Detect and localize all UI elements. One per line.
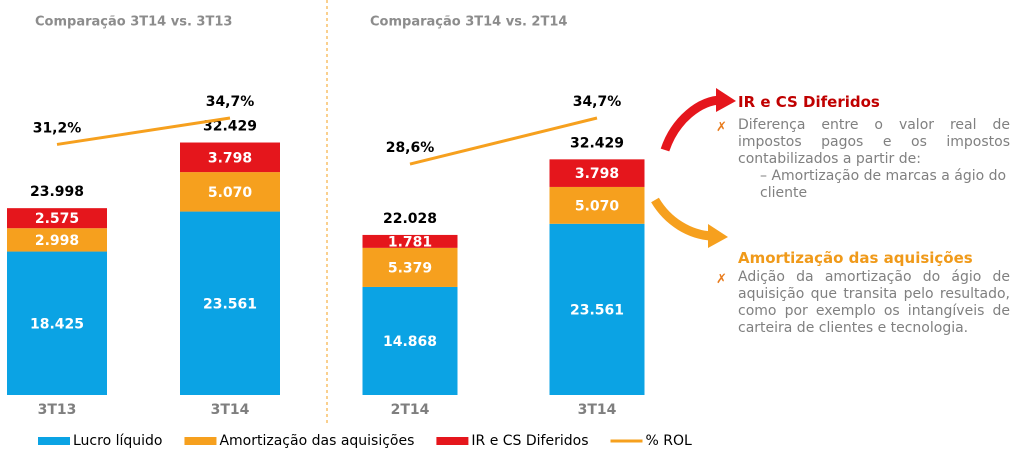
note-body: Adição da amortização do ágio de aquisiç… — [738, 269, 1010, 336]
arrow-head — [708, 224, 728, 248]
data-label: 23.561 — [203, 296, 257, 312]
x-tick-label: 2T14 — [391, 402, 430, 418]
line-label: 34,7% — [573, 94, 622, 110]
bar-segment — [7, 251, 107, 395]
bar-segment — [549, 186, 645, 224]
line — [56, 116, 231, 146]
line-label: 34,7% — [206, 94, 255, 110]
arrow-head — [716, 88, 736, 112]
total-label: 32.429 — [203, 119, 257, 135]
chart-title: Comparação 3T14 vs. 3T13 — [35, 15, 232, 30]
legend-label: Amortização das aquisições — [219, 433, 414, 449]
legend-label: Lucro líquido — [73, 433, 162, 449]
x-tick-label: 3T13 — [38, 402, 77, 418]
data-label: 2.575 — [35, 211, 79, 227]
data-label: 5.379 — [388, 260, 432, 276]
note-sub: – Amortização de marcas a ágio do client… — [760, 168, 1007, 201]
data-label: 5.070 — [208, 185, 253, 201]
x-tick-label: 3T14 — [211, 402, 250, 418]
bar-segment — [7, 208, 107, 229]
note-heading: Amortização das aquisições — [738, 249, 973, 267]
bar-segment — [7, 228, 107, 252]
data-label: 18.425 — [30, 316, 84, 332]
legend-swatch — [436, 437, 469, 445]
arrow — [651, 197, 713, 241]
data-label: 23.561 — [570, 302, 624, 318]
note-heading: IR e CS Diferidos — [738, 93, 880, 111]
note-text: ✗ Diferença entre o valor real de imposto… — [716, 117, 1010, 167]
data-label: 5.070 — [575, 198, 620, 214]
note: Amortização das aquisições ✗ Adição da am… — [716, 249, 1010, 337]
legend-label: IR e CS Diferidos — [471, 433, 588, 449]
x-tick-label: 3T14 — [578, 402, 617, 418]
bar-segment — [362, 286, 458, 395]
line — [409, 116, 598, 166]
line-label: 28,6% — [386, 140, 435, 156]
legend-swatch — [38, 437, 70, 445]
chart-title: Comparação 3T14 vs. 2T14 — [370, 15, 567, 30]
total-label: 23.998 — [30, 184, 84, 200]
note: IR e CS Diferidos ✗ Diferença entre o val… — [716, 93, 1010, 202]
data-label: 3.798 — [208, 150, 252, 166]
bar-segment — [180, 172, 280, 212]
total-label: 22.028 — [383, 211, 437, 227]
bar-segment — [549, 223, 645, 395]
line-label: 31,2% — [33, 120, 82, 136]
arrow — [660, 95, 723, 152]
data-label: 3.798 — [575, 166, 619, 182]
note-body: Diferença entre o valor real de impostos… — [738, 117, 1010, 167]
data-label: 14.868 — [383, 334, 437, 350]
legend-label: % ROL — [646, 433, 693, 449]
bar-segment — [362, 247, 458, 287]
bar-segment — [180, 142, 280, 173]
data-label: 1.781 — [388, 234, 432, 250]
bar-segment — [180, 211, 280, 395]
total-label: 32.429 — [570, 135, 624, 151]
data-label: 2.998 — [35, 233, 79, 249]
legend-swatch — [184, 437, 217, 445]
note-text: ✗ Adição da amortização do ágio de aquisi… — [716, 269, 1010, 336]
bar-segment — [549, 159, 645, 187]
bar-segment — [362, 234, 458, 248]
